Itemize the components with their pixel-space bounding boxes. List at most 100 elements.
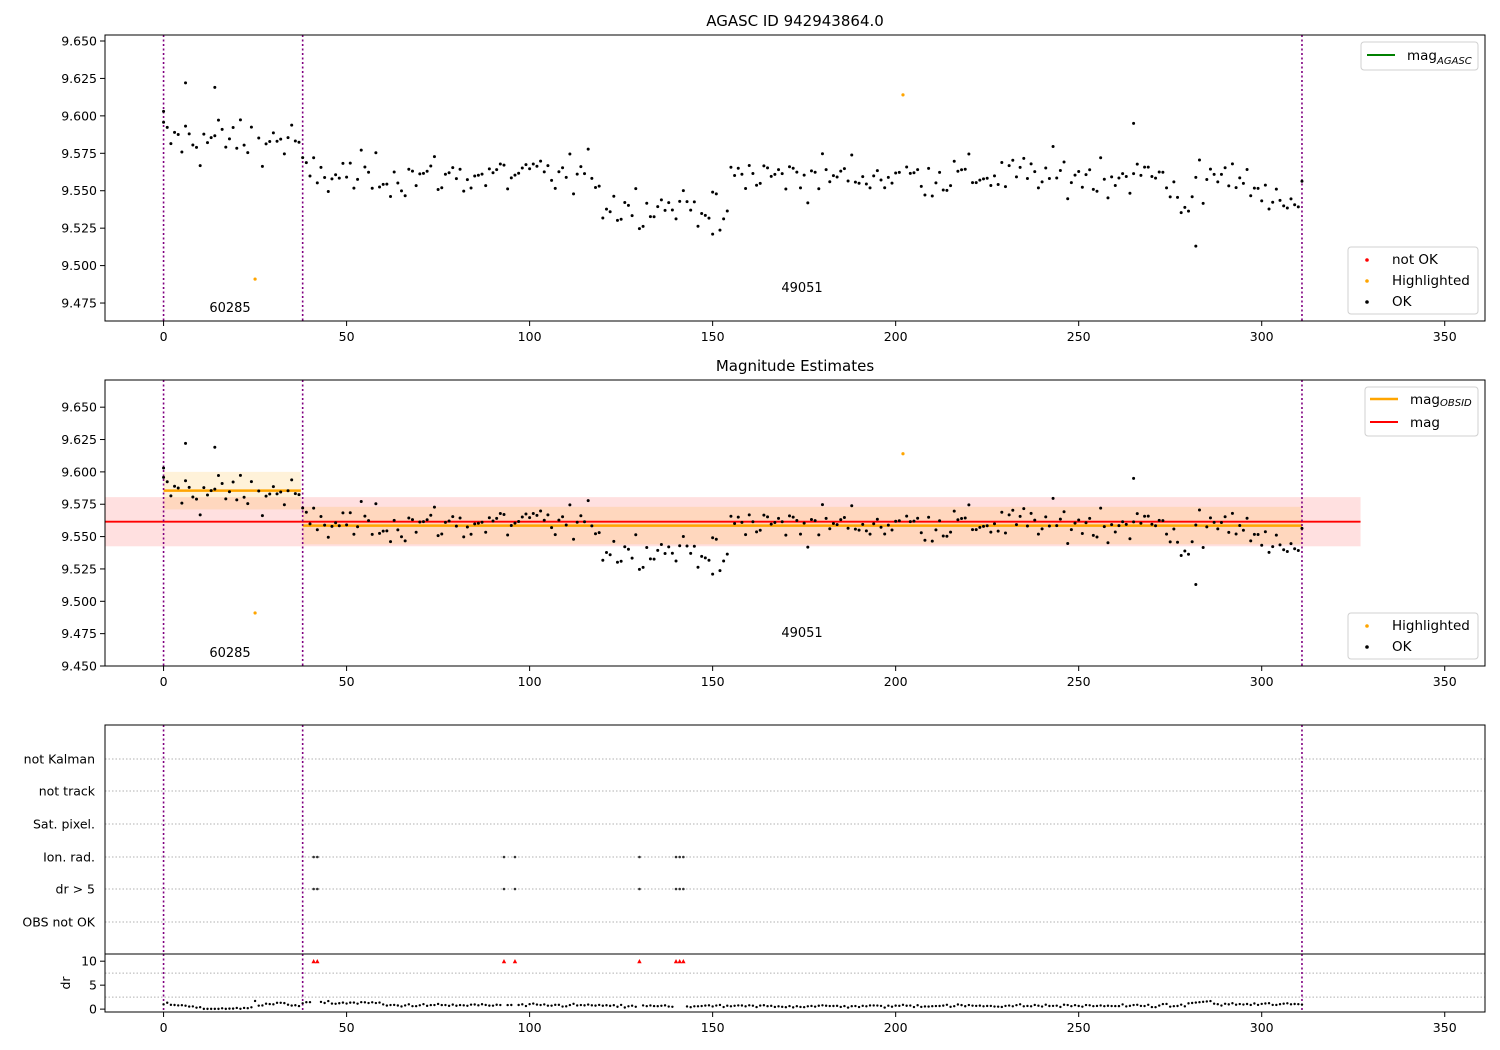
x-tick-label: 200 — [884, 674, 908, 689]
ok-point — [608, 210, 612, 214]
ok-point — [169, 142, 173, 146]
ok-point — [345, 175, 349, 179]
ok-point — [1066, 541, 1070, 545]
ok-point — [1271, 200, 1275, 204]
ok-point — [747, 164, 751, 168]
ok-point — [1040, 527, 1044, 531]
dr-point — [451, 1003, 454, 1006]
dr-point — [894, 1004, 897, 1007]
dr-point — [770, 1004, 773, 1008]
ok-point — [894, 171, 898, 175]
ok-point — [1143, 514, 1147, 518]
ok-point — [590, 176, 594, 180]
dr-point — [407, 1003, 411, 1006]
ok-point — [330, 524, 334, 528]
dr-point — [876, 1004, 879, 1007]
flag-point — [513, 887, 517, 891]
ok-point — [1099, 506, 1103, 510]
ok-point — [612, 194, 616, 198]
dr-point — [927, 1005, 930, 1008]
ok-point — [249, 125, 253, 129]
ok-point — [271, 485, 275, 489]
ok-point — [473, 174, 477, 178]
ok-point — [718, 228, 722, 232]
dr-point — [1249, 1003, 1252, 1007]
dr-point — [345, 1002, 348, 1005]
ok-point — [414, 184, 418, 188]
dr-point — [641, 1004, 645, 1007]
ok-point — [784, 533, 788, 537]
ok-point — [257, 136, 261, 140]
ok-point — [729, 514, 733, 518]
dr-point — [458, 1003, 462, 1007]
ok-point — [528, 167, 532, 171]
ok-point — [334, 173, 338, 177]
dr-point — [953, 1004, 956, 1008]
dr-point — [561, 1005, 564, 1008]
ok-point — [623, 545, 627, 549]
dr-point — [1037, 1004, 1040, 1007]
ok-point — [1285, 549, 1289, 553]
ok-point — [736, 515, 740, 519]
dr-point — [759, 1004, 762, 1007]
panel-2-obsid-label-2: 49051 — [781, 626, 822, 641]
panel-2-y-ticks: 9.450 9.475 9.500 9.525 9.550 9.575 9.600 9.625… — [61, 400, 105, 674]
ok-point — [1029, 162, 1033, 166]
ok-point — [370, 186, 374, 190]
dr-point — [985, 1004, 989, 1008]
dr-point — [275, 1001, 279, 1005]
dr-point — [843, 1004, 846, 1008]
ok-point — [176, 132, 180, 136]
panel-2-points — [162, 441, 1304, 586]
ok-point — [227, 137, 231, 141]
ok-point — [835, 175, 839, 179]
ok-point — [674, 559, 678, 563]
dr-point — [488, 1004, 491, 1007]
ok-point — [260, 164, 264, 168]
ok-point — [590, 524, 594, 528]
ok-point — [1263, 183, 1267, 187]
ok-point — [293, 492, 297, 496]
ok-point — [751, 520, 755, 524]
dr-point — [301, 1002, 304, 1005]
ok-point — [169, 494, 173, 498]
dr-point — [938, 1004, 941, 1008]
category-label: not Kalman — [24, 752, 95, 767]
ok-point — [260, 514, 264, 518]
dr-point — [543, 1003, 546, 1006]
ok-point — [612, 539, 616, 543]
dr-point — [850, 1004, 853, 1008]
ok-point — [1095, 189, 1099, 193]
x-tick-label: 300 — [1250, 674, 1274, 689]
ok-point — [1187, 552, 1191, 556]
ok-point — [315, 528, 319, 532]
dr-point — [883, 1006, 886, 1009]
ok-point — [1289, 542, 1293, 546]
dr-point — [305, 1001, 308, 1004]
ok-point — [725, 552, 729, 556]
ok-point — [798, 186, 802, 190]
dr-point — [480, 1003, 484, 1006]
dr-point — [964, 1005, 967, 1008]
ok-point — [1238, 176, 1242, 180]
ok-point — [572, 192, 576, 196]
ok-point — [447, 519, 451, 523]
ok-point — [791, 515, 795, 519]
ok-point — [897, 170, 901, 174]
highlighted-point — [901, 452, 905, 456]
dr-point — [1161, 1002, 1165, 1006]
dr-point — [1114, 1004, 1117, 1008]
ok-point — [989, 530, 993, 534]
ok-point — [162, 120, 166, 124]
dr-point — [323, 1001, 326, 1005]
ok-point — [1124, 522, 1128, 526]
ok-point — [1146, 514, 1150, 518]
dr-point — [400, 1005, 403, 1008]
dr-point — [550, 1004, 553, 1007]
ok-point — [575, 172, 579, 176]
dr-point — [821, 1004, 824, 1007]
dr-point — [685, 1005, 689, 1008]
ok-point — [246, 151, 250, 155]
ok-point — [703, 556, 707, 560]
category-label: not track — [39, 784, 96, 799]
